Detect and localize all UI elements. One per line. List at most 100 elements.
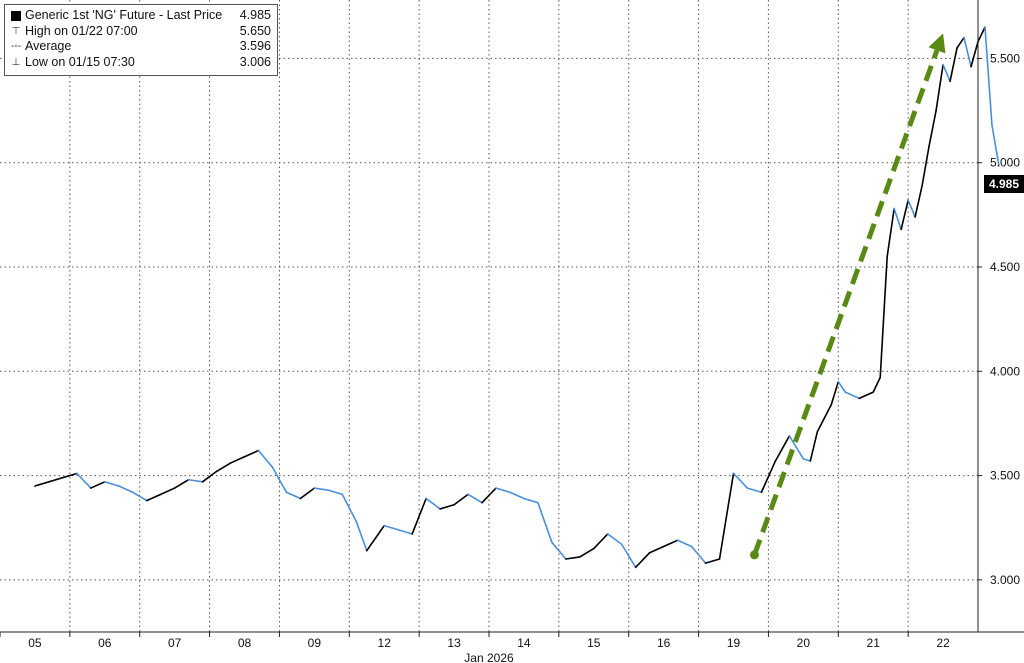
price-segment: [844, 391, 861, 400]
price-segment: [970, 40, 979, 68]
price-segment: [592, 533, 609, 550]
x-tick-label: 12: [378, 636, 392, 650]
x-tick-label: 21: [867, 636, 881, 650]
price-segment: [942, 63, 951, 83]
chart-legend: Generic 1st 'NG' Future - Last Price 4.9…: [4, 4, 278, 76]
price-segment: [606, 533, 623, 546]
price-segment: [509, 491, 525, 500]
legend-title: Generic 1st 'NG' Future - Last Price: [25, 8, 223, 23]
price-segment: [90, 481, 106, 489]
x-tick-label: 06: [98, 636, 112, 650]
price-segment: [397, 528, 413, 535]
average-marker-icon: -◦-: [11, 41, 22, 53]
price-segment: [425, 497, 441, 510]
price-segment: [565, 556, 581, 560]
price-segment: [257, 449, 274, 469]
price-segment: [495, 487, 511, 494]
price-segment: [229, 455, 246, 464]
legend-row-high: ⊤ High on 01/22 07:00 5.650: [11, 24, 271, 40]
y-tick-label: 4.500: [990, 260, 1020, 274]
price-segment: [837, 380, 847, 393]
price-segment: [537, 501, 553, 544]
price-segment: [858, 391, 875, 400]
price-segment: [935, 63, 944, 112]
y-tick-label: 5.500: [990, 51, 1020, 65]
legend-last-value: 4.985: [239, 8, 271, 22]
legend-average-label: Average: [25, 39, 72, 54]
price-segment: [34, 481, 50, 487]
price-segment: [928, 109, 937, 147]
series-square-icon: [11, 10, 21, 21]
y-tick-label: 3.000: [990, 573, 1020, 587]
price-segment: [76, 472, 92, 489]
price-segment: [830, 380, 840, 406]
y-tick-label: 5.000: [990, 156, 1020, 170]
price-segment: [243, 449, 260, 458]
x-tick-label: 14: [517, 636, 531, 650]
price-segment: [271, 466, 288, 494]
price-segment: [365, 524, 386, 552]
price-segment: [453, 493, 469, 506]
price-segment: [62, 472, 78, 479]
price-segment: [788, 435, 805, 460]
price-segment: [355, 520, 368, 552]
price-segment: [949, 47, 958, 83]
price-segment: [648, 545, 665, 554]
price-segment: [977, 26, 986, 43]
price-segment: [341, 493, 358, 523]
price-segment: [103, 481, 120, 487]
y-tick-label: 4.000: [990, 364, 1020, 378]
legend-average-value: 3.596: [239, 39, 271, 53]
x-tick-label: 05: [28, 636, 42, 650]
x-tick-label: 09: [308, 636, 322, 650]
legend-high-value: 5.650: [239, 23, 271, 38]
legend-row-average: -◦- Average 3.596: [11, 39, 271, 55]
x-tick-label: 19: [727, 636, 741, 650]
price-segment: [893, 207, 902, 231]
price-segment: [634, 551, 651, 569]
price-segment: [215, 462, 232, 473]
price-segment: [467, 493, 483, 504]
price-segment: [760, 460, 777, 494]
x-axis-label: Jan 2026: [464, 651, 514, 663]
price-segment: [145, 493, 162, 502]
price-segment: [523, 497, 539, 504]
price-segment: [907, 199, 916, 218]
trend-arrow-head: [928, 33, 946, 54]
price-segment: [914, 184, 923, 218]
price-segment: [991, 124, 1000, 167]
price-segment: [579, 547, 595, 558]
price-segment: [718, 472, 735, 560]
price-segment: [921, 145, 930, 187]
legend-low-label: Low on 01/15 07:30: [25, 54, 135, 69]
price-segment: [956, 36, 965, 49]
trend-arrow: [749, 33, 946, 560]
price-segment: [774, 435, 791, 462]
price-segment: [802, 458, 812, 462]
price-segment: [285, 491, 302, 500]
price-segment: [620, 543, 637, 569]
price-segment: [886, 207, 895, 258]
price-segment: [117, 485, 134, 494]
x-tick-label: 16: [657, 636, 671, 650]
legend-title-row: Generic 1st 'NG' Future - Last Price 4.9…: [11, 8, 271, 24]
x-tick-label: 08: [238, 636, 252, 650]
price-segment: [159, 487, 176, 496]
high-marker-icon: ⊤: [11, 25, 21, 37]
price-segment: [201, 470, 218, 483]
legend-low-value: 3.006: [239, 54, 271, 69]
price-segment: [327, 489, 344, 496]
price-segment: [816, 403, 833, 433]
price-segment: [313, 487, 330, 491]
price-segment: [662, 539, 679, 548]
last-price-badge: 4.985: [984, 175, 1024, 193]
price-segment: [481, 487, 497, 504]
price-segment: [299, 487, 316, 500]
price-segment: [704, 558, 721, 564]
price-segment: [984, 26, 993, 126]
price-segment: [872, 376, 882, 393]
price-segment: [48, 476, 64, 483]
x-tick-label: 07: [168, 636, 182, 650]
